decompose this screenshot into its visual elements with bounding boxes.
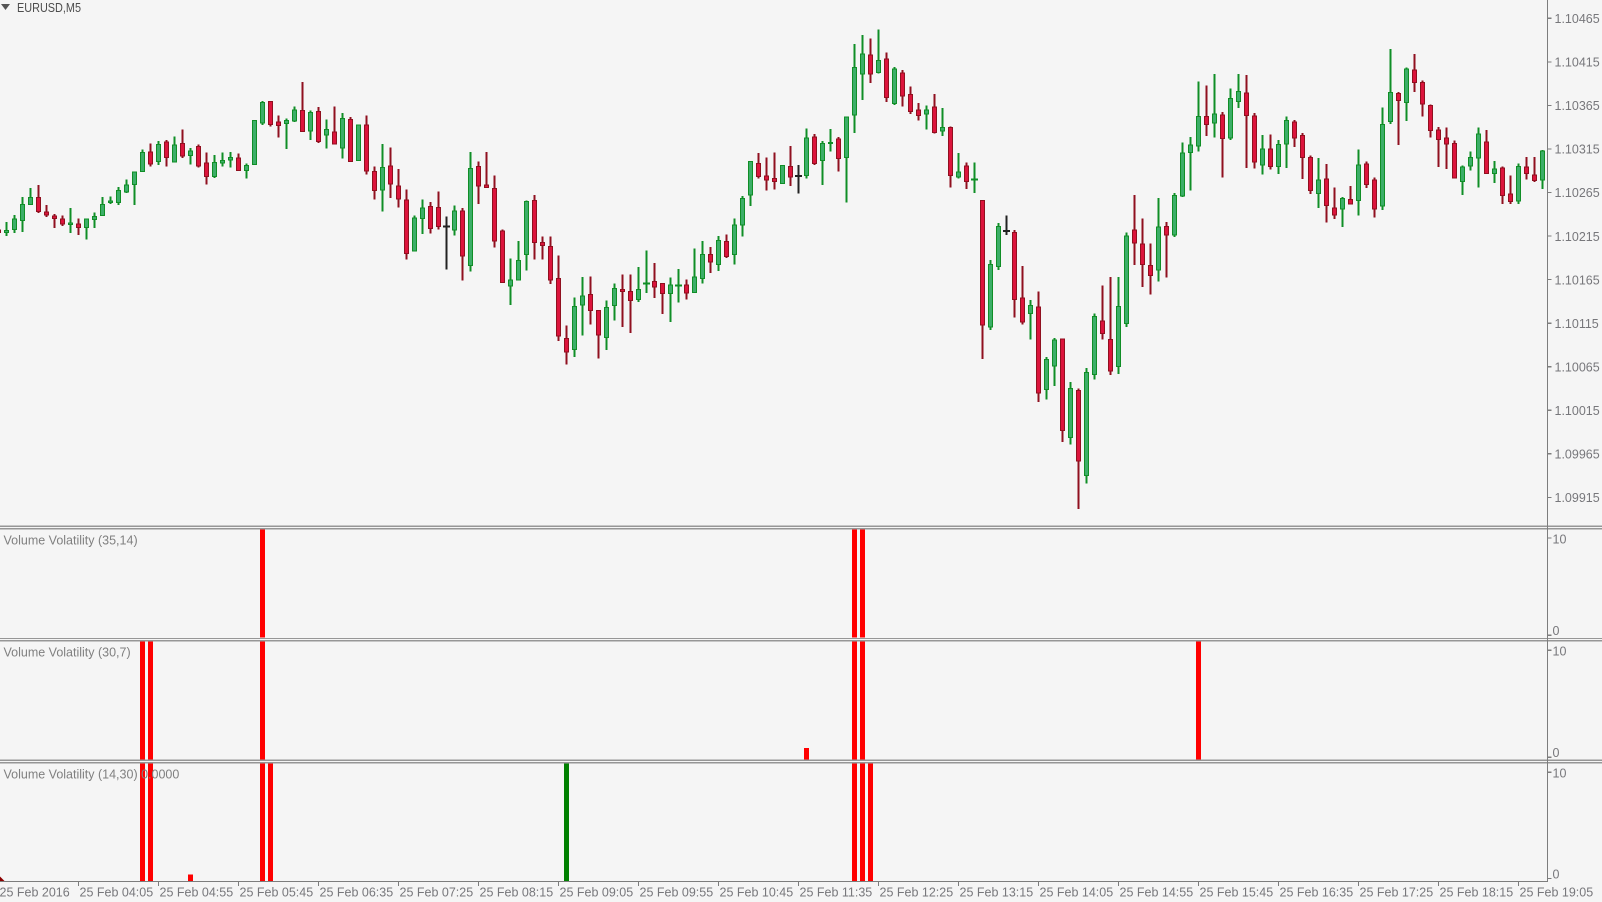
svg-text:1.10015: 1.10015 <box>1555 404 1600 418</box>
svg-text:10: 10 <box>1553 767 1567 781</box>
svg-text:1.10465: 1.10465 <box>1555 12 1600 26</box>
svg-text:25 Feb 19:05: 25 Feb 19:05 <box>1520 886 1594 900</box>
svg-text:25 Feb 12:25: 25 Feb 12:25 <box>880 886 954 900</box>
svg-text:25 Feb 10:45: 25 Feb 10:45 <box>720 886 794 900</box>
svg-text:1.10065: 1.10065 <box>1555 360 1600 374</box>
svg-text:0: 0 <box>1553 624 1560 638</box>
svg-text:1.10315: 1.10315 <box>1555 143 1600 157</box>
svg-text:25 Feb 2016: 25 Feb 2016 <box>0 886 70 900</box>
svg-text:1.09965: 1.09965 <box>1555 448 1600 462</box>
svg-text:Volume Volatility (35,14): Volume Volatility (35,14) <box>4 533 138 547</box>
svg-text:1.10165: 1.10165 <box>1555 273 1600 287</box>
svg-text:Volume Volatility (14,30) 0.00: Volume Volatility (14,30) 0.0000 <box>4 768 180 782</box>
svg-text:25 Feb 16:35: 25 Feb 16:35 <box>1280 886 1354 900</box>
svg-text:25 Feb 04:05: 25 Feb 04:05 <box>80 886 154 900</box>
svg-text:1.09915: 1.09915 <box>1555 491 1600 505</box>
svg-text:25 Feb 14:05: 25 Feb 14:05 <box>1040 886 1114 900</box>
svg-text:10: 10 <box>1553 645 1567 659</box>
svg-text:25 Feb 09:55: 25 Feb 09:55 <box>640 886 714 900</box>
svg-text:25 Feb 04:55: 25 Feb 04:55 <box>160 886 234 900</box>
svg-text:25 Feb 07:25: 25 Feb 07:25 <box>400 886 474 900</box>
svg-text:1.10115: 1.10115 <box>1555 317 1599 331</box>
svg-text:25 Feb 05:45: 25 Feb 05:45 <box>240 886 314 900</box>
svg-text:1.10265: 1.10265 <box>1555 186 1600 200</box>
svg-text:0: 0 <box>1553 746 1560 760</box>
svg-text:25 Feb 06:35: 25 Feb 06:35 <box>320 886 394 900</box>
svg-text:0: 0 <box>1553 868 1560 882</box>
svg-text:1.10215: 1.10215 <box>1555 230 1600 244</box>
svg-text:25 Feb 08:15: 25 Feb 08:15 <box>480 886 554 900</box>
svg-text:25 Feb 11:35: 25 Feb 11:35 <box>800 886 873 900</box>
svg-text:25 Feb 18:15: 25 Feb 18:15 <box>1440 886 1514 900</box>
svg-text:1.10365: 1.10365 <box>1555 99 1600 113</box>
svg-text:1.10415: 1.10415 <box>1555 56 1600 70</box>
svg-text:10: 10 <box>1553 533 1567 547</box>
svg-text:25 Feb 15:45: 25 Feb 15:45 <box>1200 886 1274 900</box>
svg-text:25 Feb 14:55: 25 Feb 14:55 <box>1120 886 1194 900</box>
svg-text:Volume Volatility (30,7): Volume Volatility (30,7) <box>4 646 131 660</box>
svg-text:25 Feb 13:15: 25 Feb 13:15 <box>960 886 1034 900</box>
svg-text:25 Feb 09:05: 25 Feb 09:05 <box>560 886 634 900</box>
svg-text:25 Feb 17:25: 25 Feb 17:25 <box>1360 886 1434 900</box>
svg-text:EURUSD,M5: EURUSD,M5 <box>17 0 81 15</box>
